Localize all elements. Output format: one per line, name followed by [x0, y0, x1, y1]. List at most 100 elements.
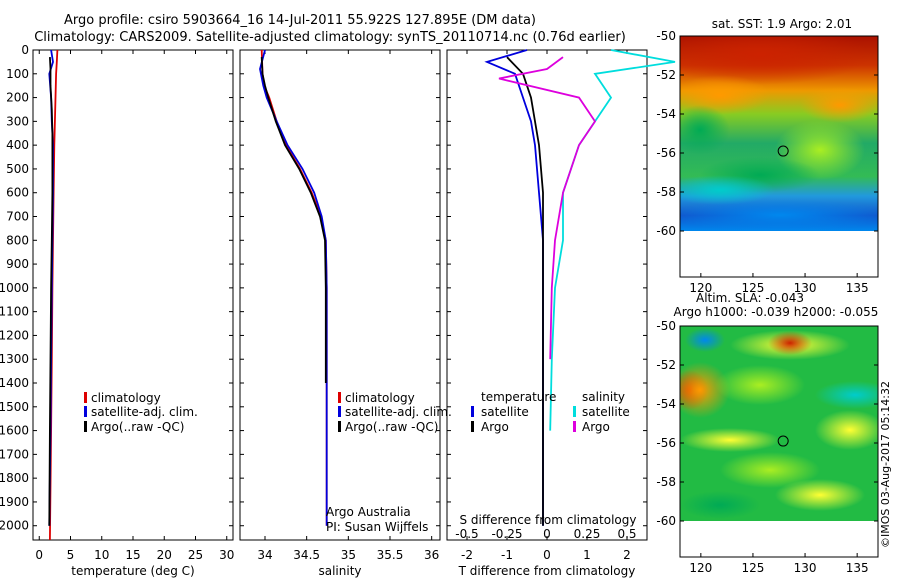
x-tick-label: 30 — [219, 548, 234, 562]
y-tick-label: 1400 — [0, 376, 29, 390]
legend-label-s-argo: Argo — [582, 420, 610, 434]
x-tick-label: 15 — [125, 548, 140, 562]
map-y-tick-label: -58 — [656, 475, 676, 489]
legend-label-climatology: climatology — [345, 391, 415, 405]
difference-xlabel-t: T difference from climatology — [458, 564, 636, 578]
x-tick-label: 35.5 — [377, 548, 404, 562]
difference-legend-temperature: temperature satellite Argo — [471, 390, 556, 434]
y-tick-label: 700 — [6, 210, 29, 224]
legend-swatch-s-argo — [573, 421, 576, 432]
legend-label-climatology: climatology — [91, 391, 161, 405]
x-tick-label: 35 — [341, 548, 356, 562]
legend-swatch-satellite — [338, 406, 341, 417]
x-tick-label: 10 — [94, 548, 109, 562]
x-tick-label: 1 — [583, 548, 591, 562]
map-y-tick-label: -52 — [656, 358, 676, 372]
x-tick-label-secondary: -0.5 — [455, 527, 478, 541]
y-tick-label: 900 — [6, 257, 29, 271]
difference-xlabel-s: S difference from climatology — [460, 513, 637, 527]
legend-swatch-argo — [84, 421, 87, 432]
map-y-tick-label: -56 — [656, 146, 676, 160]
legend-swatch-t-satellite — [471, 406, 474, 417]
legend-label-s-satellite: satellite — [582, 405, 630, 419]
series-line-argo-raw-qc- — [48, 57, 54, 526]
sst-map-frame — [679, 35, 879, 278]
y-tick-label: 1800 — [0, 471, 29, 485]
x-tick-label: 0 — [35, 548, 43, 562]
title-line-2: Climatology: CARS2009. Satellite-adjuste… — [34, 30, 626, 45]
x-tick-label: 20 — [157, 548, 172, 562]
y-tick-label: 1500 — [0, 400, 29, 414]
y-tick-label: 1200 — [0, 328, 29, 342]
sla-map-title: Altim. SLA: -0.043 — [696, 291, 804, 305]
legend-title-temperature: temperature — [481, 390, 556, 404]
x-tick-label: 5 — [67, 548, 75, 562]
y-tick-label: 400 — [6, 138, 29, 152]
annotation-line-1: Argo Australia — [326, 505, 411, 519]
copyright-stamp: ©IMOS 03-Aug-2017 05:14:32 — [879, 381, 892, 548]
series-line-climatology — [260, 49, 328, 526]
temperature-xlabel: temperature (deg C) — [71, 564, 194, 578]
map-y-tick-label: -54 — [656, 107, 676, 121]
y-tick-label: 1600 — [0, 424, 29, 438]
x-tick-label: 25 — [188, 548, 203, 562]
legend-label-t-satellite: satellite — [481, 405, 529, 419]
salinity-legend: climatology satellite-adj. clim. Argo(..… — [338, 391, 452, 434]
y-tick-label: 200 — [6, 91, 29, 105]
difference-legend-salinity: salinity satellite Argo — [573, 390, 630, 434]
map-y-tick-label: -58 — [656, 185, 676, 199]
series-line-s-argo — [498, 56, 597, 360]
map-x-tick-label: 120 — [689, 281, 712, 295]
x-tick-label: -1 — [501, 548, 513, 562]
map-y-tick-label: -52 — [656, 68, 676, 82]
y-tick-label: 800 — [6, 233, 29, 247]
y-tick-label: 1300 — [0, 352, 29, 366]
sst-map-title: sat. SST: 1.9 Argo: 2.01 — [712, 17, 852, 31]
map-x-tick-label: 120 — [689, 561, 712, 575]
legend-swatch-t-argo — [471, 421, 474, 432]
y-tick-label: 1000 — [0, 281, 29, 295]
salinity-panel: 34 34.5 35 35.5 36 salinity climatology sate… — [239, 49, 452, 578]
sla-map-panel: Altim. SLA: -0.043 Argo h1000: -0.039 h2… — [656, 291, 879, 575]
map-y-tick-label: -50 — [656, 319, 676, 333]
map-x-tick-label: 130 — [794, 281, 817, 295]
map-y-tick-label: -54 — [656, 397, 676, 411]
legend-label-t-argo: Argo — [481, 420, 509, 434]
map-y-tick-label: -56 — [656, 436, 676, 450]
difference-plot-frame — [446, 49, 648, 541]
legend-label-satellite: satellite-adj. clim. — [345, 405, 452, 419]
x-tick-label: 2 — [623, 548, 631, 562]
x-tick-label-secondary: 0 — [543, 527, 551, 541]
legend-label-satellite: satellite-adj. clim. — [91, 405, 198, 419]
x-tick-label: 36 — [424, 548, 439, 562]
map-x-tick-label: 135 — [846, 561, 869, 575]
map-y-tick-label: -60 — [656, 224, 676, 238]
legend-label-argo: Argo(..raw -QC) — [345, 420, 438, 434]
annotation-line-2: PI: Susan Wijffels — [326, 520, 428, 534]
map-x-tick-label: 125 — [741, 561, 764, 575]
y-tick-label: 0 — [21, 43, 29, 57]
map-x-tick-label: 135 — [846, 281, 869, 295]
sst-argo-location-marker — [777, 145, 789, 157]
y-tick-label: 100 — [6, 67, 29, 81]
legend-swatch-s-satellite — [573, 406, 576, 417]
legend-swatch-argo — [338, 421, 341, 432]
map-y-tick-label: -60 — [656, 514, 676, 528]
x-tick-label-secondary: 0.25 — [574, 527, 601, 541]
temperature-legend: climatology satellite-adj. clim. Argo(..… — [84, 391, 198, 434]
x-tick-label: 34 — [257, 548, 272, 562]
legend-swatch-climatology — [84, 392, 87, 403]
y-tick-label: 1700 — [0, 447, 29, 461]
y-tick-label: 1100 — [0, 305, 29, 319]
series-line-satellite-adj-clim- — [259, 49, 328, 526]
y-tick-label: 300 — [6, 114, 29, 128]
x-tick-label-secondary: -0.25 — [491, 527, 522, 541]
sla-map-subtitle: Argo h1000: -0.039 h2000: -0.055 — [674, 305, 879, 319]
series-line-t-argo — [506, 56, 544, 526]
salinity-plot-frame — [239, 49, 441, 541]
y-tick-label: 600 — [6, 186, 29, 200]
sla-map-field — [680, 326, 878, 521]
map-x-tick-label: 125 — [741, 281, 764, 295]
map-y-tick-label: -50 — [656, 29, 676, 43]
